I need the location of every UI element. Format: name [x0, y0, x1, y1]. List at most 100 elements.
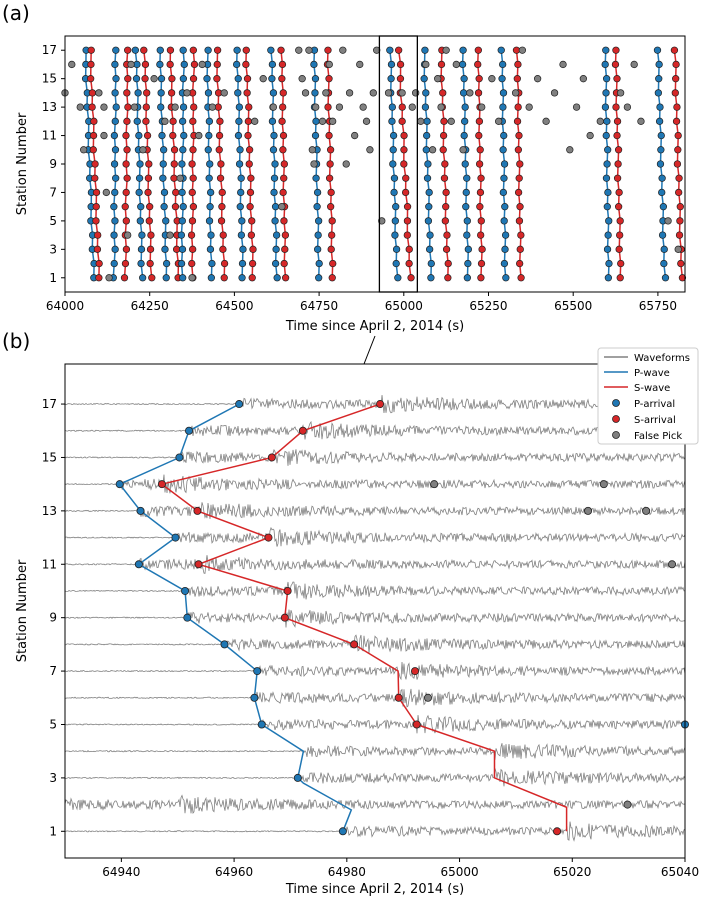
panel-a-s-arrival-point	[123, 146, 131, 154]
panel-a-p-arrival-point	[420, 75, 428, 83]
panel-a-p-arrival-point	[204, 46, 212, 54]
panel-a-p-arrival-point	[464, 259, 472, 268]
panel-a-s-arrival-point	[279, 131, 288, 140]
panel-a-s-arrival-point	[616, 217, 624, 225]
panel-a-false-pick-point	[312, 103, 320, 111]
panel-a-s-arrival-point	[617, 259, 625, 268]
panel-a-p-arrival-point	[605, 217, 613, 225]
panel-a-false-pick-point	[195, 131, 203, 140]
panel-a-s-arrival-point	[188, 259, 196, 268]
panel-a-false-pick-point	[525, 103, 533, 111]
s-arrival-point	[412, 720, 421, 729]
panel-a-s-arrival-point	[444, 259, 452, 268]
panel-a-false-pick-point	[495, 117, 503, 125]
panel-a-s-arrival-point	[396, 75, 405, 83]
panel-a-y-tick-label: 17	[42, 43, 57, 57]
panel-a-p-arrival-point	[604, 274, 613, 282]
panel-a-s-arrival-point	[515, 131, 523, 140]
panel-a-p-arrival-point	[135, 174, 144, 182]
panel-a-false-pick-point	[478, 103, 486, 111]
panel-a-p-arrival-point	[658, 231, 667, 239]
panel-a-s-arrival-point	[326, 146, 335, 154]
panel-a-s-arrival-point	[614, 146, 623, 154]
panel-a-s-arrival-point	[213, 46, 222, 54]
panel-a-s-arrival-point	[677, 259, 685, 268]
panel-a-p-arrival-point	[461, 160, 469, 168]
panel-a-y-tick-label: 5	[49, 214, 57, 228]
panel-a-p-arrival-point	[660, 259, 668, 268]
panel-b-y-tick-label: 13	[42, 504, 57, 518]
legend: Waveforms P-wave S-wave P-arrival S-arri…	[597, 347, 699, 445]
panel-a-x-tick-label: 65500	[554, 299, 592, 313]
panel-a-s-arrival-point	[613, 131, 621, 140]
panel-a-s-arrival-point	[216, 117, 224, 125]
panel-a-p-arrival-point	[160, 203, 168, 211]
panel-a-s-arrival-point	[281, 274, 290, 282]
panel-a-p-arrival-point	[136, 160, 144, 168]
panel-a-s-arrival-point	[189, 117, 197, 125]
panel-a-p-arrival-point	[501, 203, 509, 211]
panel-a-s-arrival-point	[87, 75, 95, 83]
panel-a-p-arrival-point	[310, 60, 318, 69]
panel-a-s-arrival-point	[244, 117, 253, 125]
panel-a-s-arrival-point	[146, 203, 154, 211]
panel-a-false-pick-point	[176, 174, 184, 182]
waveform-station-15	[65, 448, 685, 466]
panel-a-false-pick-point	[533, 75, 542, 83]
panel-a-p-arrival-point	[460, 75, 468, 83]
panel-a-p-arrival-point	[499, 89, 508, 97]
panel-a-s-arrival-point	[514, 146, 523, 154]
panel-a-s-arrival-point	[141, 75, 149, 83]
s-arrival-point	[283, 586, 292, 595]
panel-a-s-arrival-point	[140, 46, 148, 54]
panel-a-p-arrival-point	[111, 117, 119, 125]
panel-a-s-arrival-point	[611, 60, 620, 69]
panel-a-s-arrival-point	[516, 203, 524, 211]
panel-a-p-arrival-point	[236, 203, 244, 211]
panel-a-s-arrival-point	[516, 160, 524, 168]
false-pick-point	[668, 560, 677, 569]
panel-a-p-arrival-point	[267, 46, 275, 54]
panel-a-p-arrival-point	[315, 274, 323, 282]
panel-a-p-arrival-point	[204, 146, 212, 154]
panel-a-s-arrival-point	[476, 203, 484, 211]
panel-a-s-arrival-point	[325, 174, 334, 182]
panel-a-p-arrival-point	[656, 103, 664, 111]
panel-a-s-arrival-point	[324, 103, 332, 111]
panel-a-p-arrival-point	[159, 174, 167, 182]
panel-a-s-arrival-point	[396, 60, 405, 69]
panel-a-p-arrival-point	[206, 203, 214, 211]
panel-a-p-arrival-point	[461, 117, 469, 125]
panel-a-s-arrival-point	[218, 188, 226, 197]
panel-a-s-arrival-point	[141, 60, 150, 69]
panel-a-p-arrival-point	[131, 46, 139, 54]
panel-b-frame	[64, 363, 686, 859]
panel-a-p-arrival-point	[110, 131, 119, 140]
panel-a-false-pick-point	[596, 117, 604, 125]
panel-a-p-arrival-point	[313, 203, 321, 211]
panel-a-s-arrival-point	[189, 75, 198, 83]
panel-a-p-arrival-point	[110, 259, 118, 268]
panel-a-s-arrival-point	[477, 217, 485, 225]
panel-b-waveforms	[65, 395, 685, 842]
panel-a-p-arrival-point	[463, 274, 472, 282]
panel-a-s-arrival-point	[405, 245, 413, 253]
panel-a-s-arrival-point	[328, 274, 336, 282]
panel-a-p-arrival-point	[656, 160, 665, 168]
panel-a-s-arrival-point	[675, 231, 684, 239]
panel-a-s-arrival-point	[247, 174, 255, 182]
panel-a-p-arrival-point	[501, 245, 509, 253]
panel-a-s-arrival-point	[394, 46, 403, 54]
panel-a-p-arrival-point	[394, 274, 402, 282]
panel-a-s-arrival-point	[170, 160, 178, 168]
panel-a-p-arrival-point	[270, 188, 278, 197]
panel-a-s-arrival-point	[476, 188, 485, 197]
s-arrival-point	[376, 400, 385, 409]
panel-a-p-arrival-point	[269, 146, 278, 154]
panel-a-s-arrival-point	[248, 217, 256, 225]
panel-a-p-arrival-point	[159, 146, 168, 154]
panel-a-s-arrival-point	[676, 203, 684, 211]
p-arrival-point	[293, 773, 302, 782]
panel-a-s-arrival-point	[672, 117, 681, 125]
panel-b-x-tick-label: 64960	[215, 865, 253, 879]
